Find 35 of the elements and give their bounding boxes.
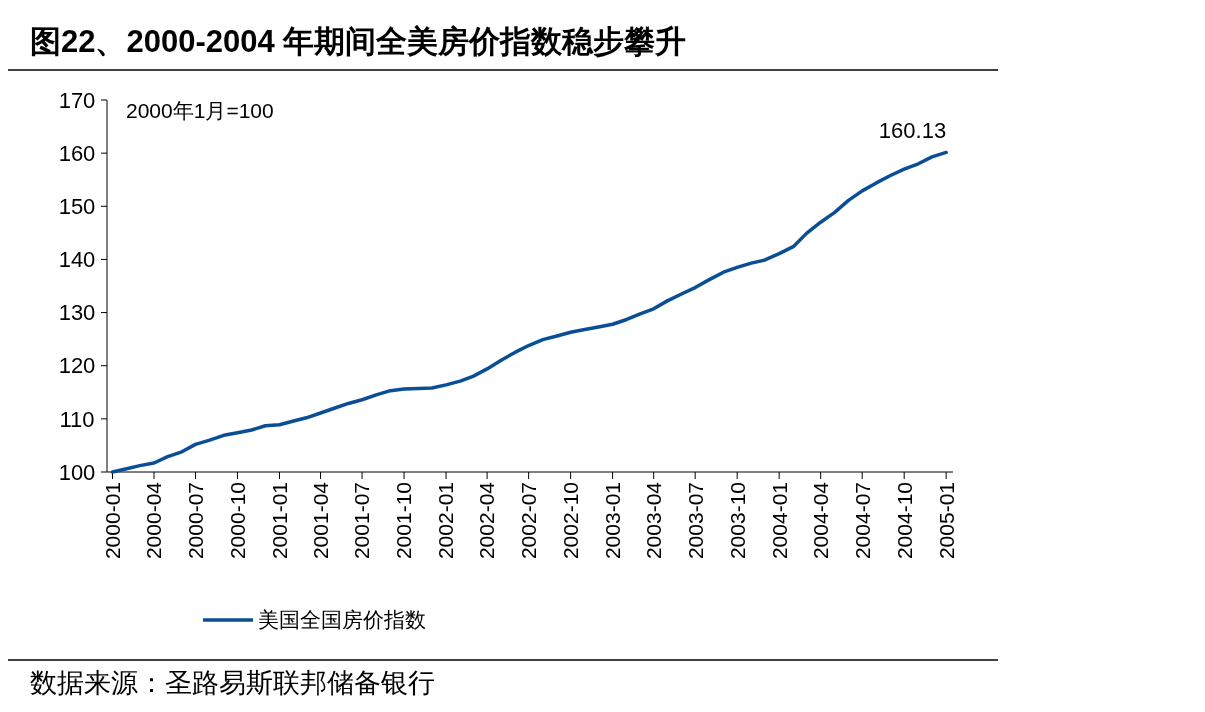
y-tick-label: 140 (58, 247, 96, 273)
line-series (110, 150, 948, 474)
x-tick-label: 2003-10 (725, 482, 749, 560)
y-tick-label: 160 (58, 140, 96, 166)
y-tick-label: 110 (59, 406, 95, 432)
y-tick-label: 120 (58, 353, 96, 379)
x-tick-label: 2005-01 (934, 482, 958, 560)
annotation: 160.13 (878, 118, 947, 144)
y-tick-label: 100 (58, 459, 96, 485)
y-tick-label: 130 (58, 300, 96, 326)
x-tick-label: 2001-10 (392, 482, 416, 560)
y-tick-label: 170 (58, 87, 96, 113)
x-tick-label: 2004-04 (809, 481, 833, 560)
y-tick-label: 150 (58, 193, 96, 219)
chart-title: 图22、2000-2004 年期间全美房价指数稳步攀升 (30, 24, 687, 59)
x-tick-label: 2002-04 (475, 481, 499, 560)
x-tick-label: 2003-04 (642, 481, 666, 560)
x-tick-label: 2000-07 (183, 482, 207, 560)
x-tick-label: 2000-10 (225, 482, 249, 560)
x-tick-label: 2004-07 (850, 482, 874, 560)
x-tick-label: 2002-07 (516, 482, 540, 560)
x-tick-label: 2001-07 (350, 482, 374, 560)
x-tick-label: 2001-04 (308, 481, 332, 560)
x-tick-label: 2003-01 (600, 482, 624, 560)
x-tick-label: 2002-01 (434, 482, 458, 560)
x-tick-label: 2004-10 (892, 482, 916, 560)
source-note: 数据来源：圣路易斯联邦储备银行 (30, 668, 435, 698)
legend-label: 美国全国房价指数 (258, 608, 426, 632)
annotation: 2000年1月=100 (126, 99, 274, 122)
x-tick-label: 2000-04 (142, 481, 166, 560)
x-tick-label: 2003-07 (683, 482, 707, 560)
x-tick-label: 2001-01 (267, 482, 291, 560)
x-tick-label: 2004-01 (767, 482, 791, 560)
x-tick-label: 2002-10 (558, 482, 582, 560)
x-tick-label: 2000-01 (100, 482, 124, 560)
